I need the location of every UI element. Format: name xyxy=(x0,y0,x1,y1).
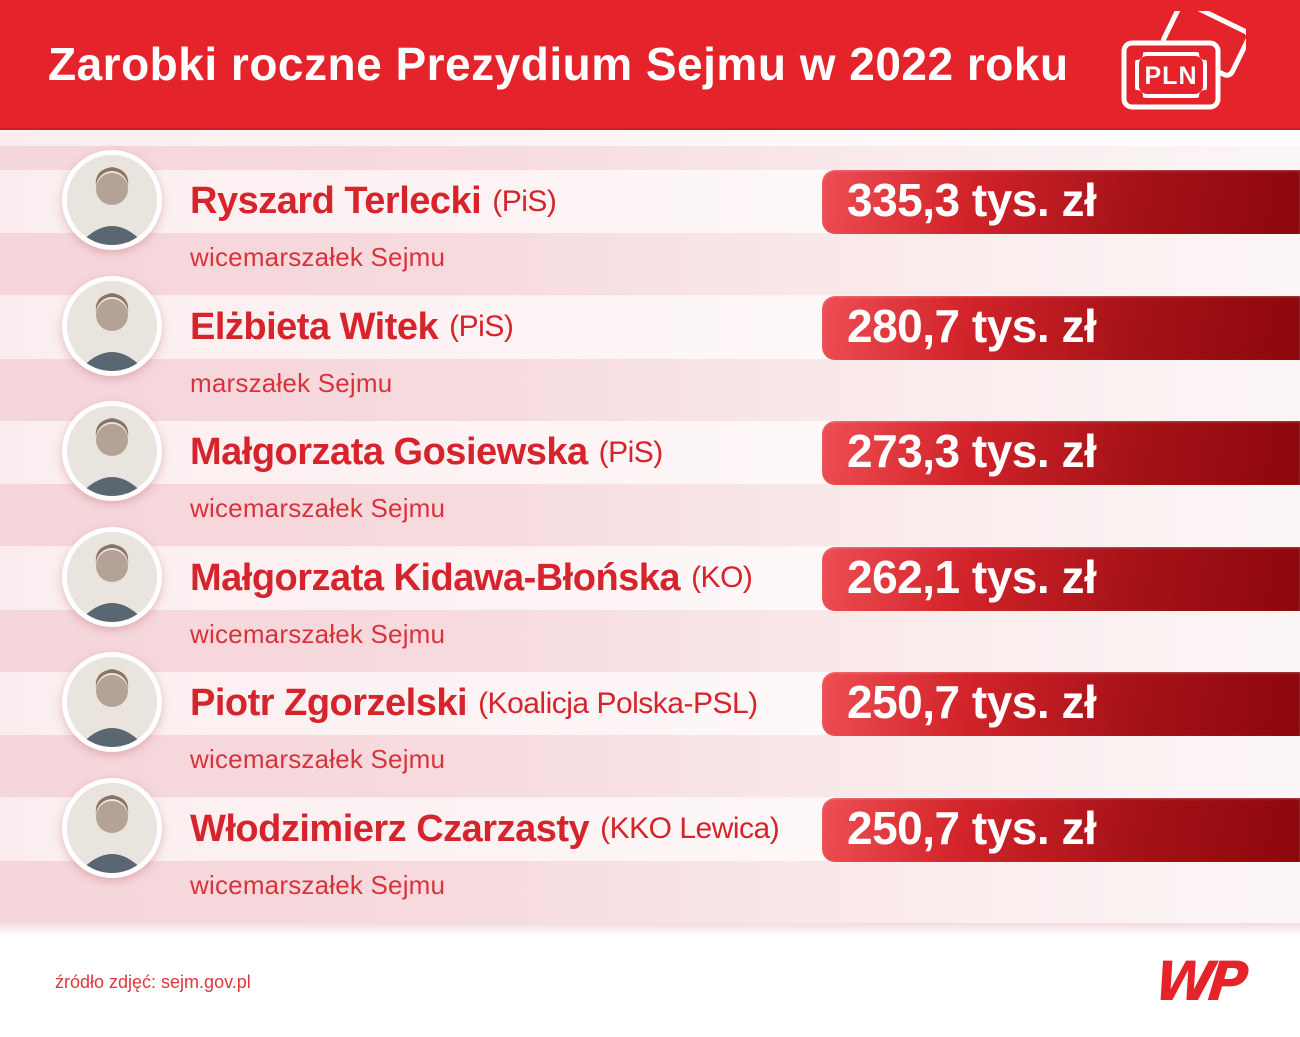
avatar xyxy=(62,777,162,878)
salary-amount: 273,3 tys. zł xyxy=(847,425,1097,477)
salary-amount: 335,3 tys. zł xyxy=(847,174,1097,226)
person-silhouette-icon xyxy=(67,657,157,747)
person-name: Włodzimierz Czarzasty xyxy=(190,807,590,850)
salary-amount: 250,7 tys. zł xyxy=(847,801,1097,854)
person-role: wicemarszałek Sejmu xyxy=(190,242,446,272)
stripe-fade xyxy=(0,923,1300,937)
salary-badge: 250,7 tys. zł xyxy=(822,797,1300,862)
name-line: Małgorzata Gosiewska (PiS) xyxy=(190,421,663,484)
salary-badge: 250,7 tys. zł xyxy=(822,672,1300,736)
rows-container: Ryszard Terlecki (PiS) 335,3 tys. zł wic… xyxy=(0,150,1300,923)
salary-badge: 280,7 tys. zł xyxy=(822,295,1300,360)
person-silhouette-icon xyxy=(67,782,157,873)
source-credit: źródło zdjęć: sejm.gov.pl xyxy=(55,971,251,992)
person-row: Małgorzata Kidawa-Błońska (KO) 262,1 tys… xyxy=(0,526,1300,672)
name-line: Ryszard Terlecki (PiS) xyxy=(190,170,557,233)
ranking-list: Ryszard Terlecki (PiS) 335,3 tys. zł wic… xyxy=(0,130,1300,937)
avatar xyxy=(62,401,162,501)
person-silhouette-icon xyxy=(67,155,157,245)
salary-amount: 280,7 tys. zł xyxy=(847,299,1097,352)
avatar xyxy=(62,526,162,627)
person-name: Elżbieta Witek xyxy=(190,305,439,348)
header: Zarobki roczne Prezydium Sejmu w 2022 ro… xyxy=(0,0,1300,130)
avatar xyxy=(62,150,162,250)
person-row: Włodzimierz Czarzasty (KKO Lewica) 250,7… xyxy=(0,777,1300,923)
person-name: Piotr Zgorzelski xyxy=(190,682,468,724)
person-row: Małgorzata Gosiewska (PiS) 273,3 tys. zł… xyxy=(0,401,1300,547)
person-role: wicemarszałek Sejmu xyxy=(190,869,446,900)
name-line: Elżbieta Witek (PiS) xyxy=(190,296,514,359)
person-party: (PiS) xyxy=(492,184,557,218)
pln-label: PLN xyxy=(1145,62,1198,90)
salary-badge: 273,3 tys. zł xyxy=(822,421,1300,485)
person-name: Małgorzata Kidawa-Błońska xyxy=(190,556,681,599)
person-party: (KKO Lewica) xyxy=(600,812,780,845)
person-role: wicemarszałek Sejmu xyxy=(190,744,446,774)
person-silhouette-icon xyxy=(67,406,157,496)
avatar xyxy=(62,652,162,752)
person-role: wicemarszałek Sejmu xyxy=(190,618,446,649)
salary-amount: 262,1 tys. zł xyxy=(847,550,1097,603)
avatar xyxy=(62,275,162,376)
name-line: Małgorzata Kidawa-Błońska (KO) xyxy=(190,547,753,610)
name-line: Włodzimierz Czarzasty (KKO Lewica) xyxy=(190,798,780,861)
person-party: (Koalicja Polska-PSL) xyxy=(478,686,758,720)
footer: źródło zdjęć: sejm.gov.pl WP xyxy=(0,937,1300,1037)
person-party: (PiS) xyxy=(449,310,514,343)
person-row: Piotr Zgorzelski (Koalicja Polska-PSL) 2… xyxy=(0,652,1300,798)
person-party: (KO) xyxy=(691,561,753,594)
person-name: Małgorzata Gosiewska xyxy=(190,431,588,473)
page-title: Zarobki roczne Prezydium Sejmu w 2022 ro… xyxy=(48,38,1069,90)
front-banknote-shape xyxy=(1121,40,1221,110)
wp-logo: WP xyxy=(1151,950,1246,1013)
person-role: wicemarszałek Sejmu xyxy=(190,493,446,523)
person-silhouette-icon xyxy=(67,531,157,622)
person-name: Ryszard Terlecki xyxy=(190,180,482,222)
name-line: Piotr Zgorzelski (Koalicja Polska-PSL) xyxy=(190,672,758,735)
salary-badge: 262,1 tys. zł xyxy=(822,546,1300,611)
stripe-band xyxy=(0,130,1300,170)
salary-badge: 335,3 tys. zł xyxy=(822,170,1300,234)
banknote-inner-frame xyxy=(1135,52,1207,98)
person-row: Ryszard Terlecki (PiS) 335,3 tys. zł wic… xyxy=(0,150,1300,296)
person-role: marszałek Sejmu xyxy=(190,367,393,398)
pln-banknotes-icon: PLN xyxy=(1121,11,1246,110)
person-row: Elżbieta Witek (PiS) 280,7 tys. zł marsz… xyxy=(0,275,1300,421)
person-party: (PiS) xyxy=(598,435,664,469)
person-silhouette-icon xyxy=(67,280,157,371)
salary-amount: 250,7 tys. zł xyxy=(847,676,1097,728)
